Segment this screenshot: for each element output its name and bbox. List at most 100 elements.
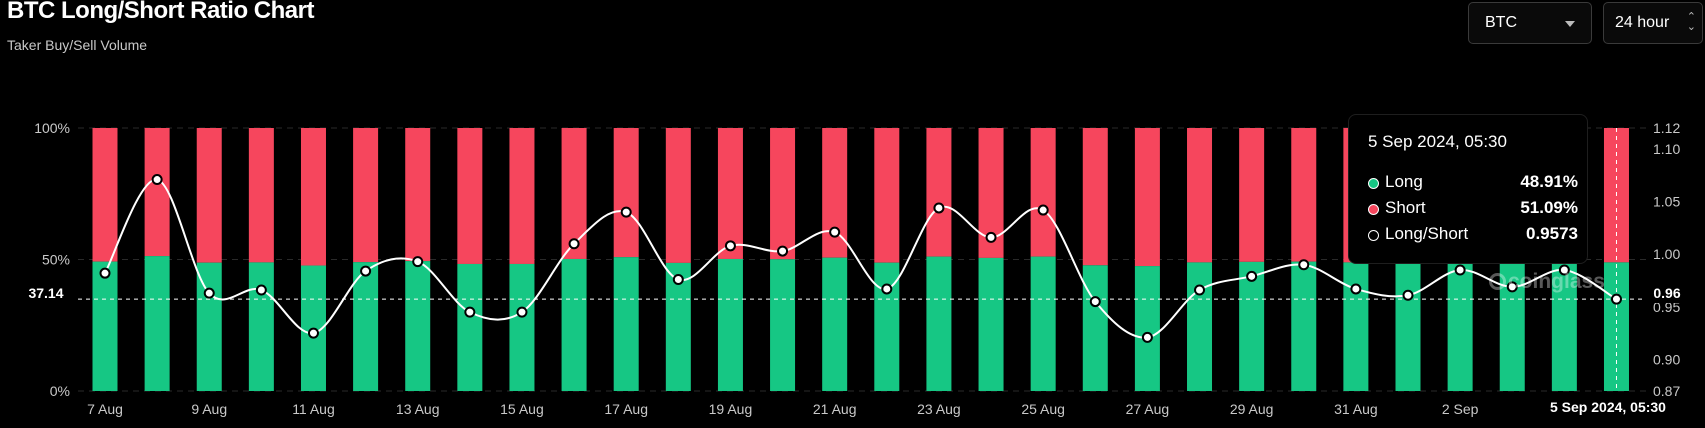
coin-select[interactable]: BTC xyxy=(1468,2,1592,44)
short-bar xyxy=(1291,128,1317,262)
short-bar xyxy=(1187,128,1213,263)
watermark-logo: coinglass xyxy=(1489,270,1605,294)
long-bar xyxy=(144,256,170,391)
tooltip-row-long: Long 48.91% xyxy=(1368,172,1578,196)
long-bar xyxy=(509,263,535,391)
ratio-point xyxy=(1194,284,1206,296)
long-bar xyxy=(770,259,796,391)
x-tick-label: 31 Aug xyxy=(1334,401,1378,417)
ratio-point xyxy=(568,238,580,250)
short-bar xyxy=(874,128,900,263)
short-bar xyxy=(1030,128,1056,257)
ratio-point xyxy=(620,206,632,218)
long-bar xyxy=(822,257,848,391)
x-tick-label: 7 Aug xyxy=(87,401,123,417)
long-bar xyxy=(353,262,379,391)
ratio-point xyxy=(1350,283,1362,295)
short-bar xyxy=(1239,128,1265,262)
short-bar xyxy=(1082,128,1108,266)
ratio-point xyxy=(777,245,789,257)
y-right-tick-label: 1.12 xyxy=(1653,120,1680,136)
period-select[interactable]: 24 hour ⌃ ⌄ xyxy=(1603,2,1703,44)
short-dot-icon xyxy=(1368,204,1379,215)
x-tick-label: 21 Aug xyxy=(813,401,857,417)
ratio-point xyxy=(1037,204,1049,216)
short-bar xyxy=(613,128,639,258)
tooltip-row-short: Short 51.09% xyxy=(1368,198,1578,222)
x-tick-label: 17 Aug xyxy=(604,401,648,417)
tooltip-row-ratio: Long/Short 0.9573 xyxy=(1368,224,1578,248)
x-tick-label: 19 Aug xyxy=(709,401,753,417)
long-bar xyxy=(92,261,118,391)
x-tick-label: 29 Aug xyxy=(1230,401,1274,417)
long-bar xyxy=(1291,261,1317,391)
long-bar xyxy=(926,256,952,391)
short-bar xyxy=(457,128,483,264)
y-right-tick-label: 1.00 xyxy=(1653,246,1680,262)
short-bar xyxy=(770,128,796,260)
ratio-point xyxy=(829,226,841,238)
ratio-point xyxy=(1558,264,1570,276)
x-tick-label: 11 Aug xyxy=(292,401,335,417)
crosshair-left-value: 37.14 xyxy=(22,283,70,303)
crosshair-right-value: 0.96 xyxy=(1646,283,1688,303)
short-bar xyxy=(92,128,118,262)
y-left-tick-label: 100% xyxy=(34,120,70,136)
y-right-tick-label: 1.10 xyxy=(1653,141,1680,157)
ratio-dot-icon xyxy=(1368,230,1379,241)
chart-tooltip: 5 Sep 2024, 05:30 Long 48.91% Short 51.0… xyxy=(1348,114,1588,264)
long-bar xyxy=(613,257,639,391)
ratio-point xyxy=(1141,331,1153,343)
long-bar xyxy=(1395,262,1421,391)
page-title: BTC Long/Short Ratio Chart xyxy=(7,0,314,24)
long-dot-icon xyxy=(1368,178,1379,189)
ratio-point xyxy=(307,327,319,339)
ratio-point xyxy=(1246,270,1258,282)
ratio-point xyxy=(881,283,893,295)
long-bar xyxy=(457,263,483,391)
y-left-tick-label: 50% xyxy=(42,252,70,268)
long-bar xyxy=(1343,262,1369,391)
short-bar xyxy=(248,128,274,263)
long-bar xyxy=(1187,262,1213,391)
short-bar xyxy=(509,128,535,264)
chevron-down-icon xyxy=(1565,21,1575,27)
short-bar xyxy=(561,128,587,259)
short-bar xyxy=(717,128,743,259)
y-right-tick-label: 0.87 xyxy=(1653,383,1680,399)
long-bar xyxy=(978,257,1004,391)
x-tick-label: 9 Aug xyxy=(191,401,227,417)
short-bar xyxy=(665,128,691,263)
x-tick-label: 2 Sep xyxy=(1442,401,1479,417)
x-tick-label: 25 Aug xyxy=(1021,401,1065,417)
ratio-point xyxy=(1610,293,1622,305)
short-bar xyxy=(300,128,326,266)
short-bar xyxy=(1134,128,1160,267)
long-bar xyxy=(248,262,274,391)
ratio-point xyxy=(1506,281,1518,293)
ratio-point xyxy=(724,240,736,252)
coin-select-value: BTC xyxy=(1485,14,1517,31)
short-bar xyxy=(405,128,431,262)
y-left-tick-label: 0% xyxy=(50,383,70,399)
long-bar xyxy=(717,258,743,391)
long-bar xyxy=(1447,261,1473,391)
ratio-point xyxy=(464,306,476,318)
x-tick-label: 27 Aug xyxy=(1126,401,1170,417)
long-bar xyxy=(1082,265,1108,391)
long-bar xyxy=(196,262,222,391)
long-bar xyxy=(1551,261,1577,391)
ratio-point xyxy=(360,265,372,277)
period-select-value: 24 hour xyxy=(1615,14,1670,31)
y-right-tick-label: 1.05 xyxy=(1653,194,1680,210)
y-right-tick-label: 0.90 xyxy=(1653,351,1680,367)
x-tick-label: 15 Aug xyxy=(500,401,544,417)
long-bar xyxy=(1239,261,1265,391)
short-bar xyxy=(353,128,379,263)
short-bar xyxy=(196,128,222,263)
ratio-point xyxy=(1402,289,1414,301)
ratio-point xyxy=(1454,264,1466,276)
x-tick-label: 23 Aug xyxy=(917,401,961,417)
ratio-point xyxy=(151,174,163,186)
short-bar xyxy=(144,128,170,257)
